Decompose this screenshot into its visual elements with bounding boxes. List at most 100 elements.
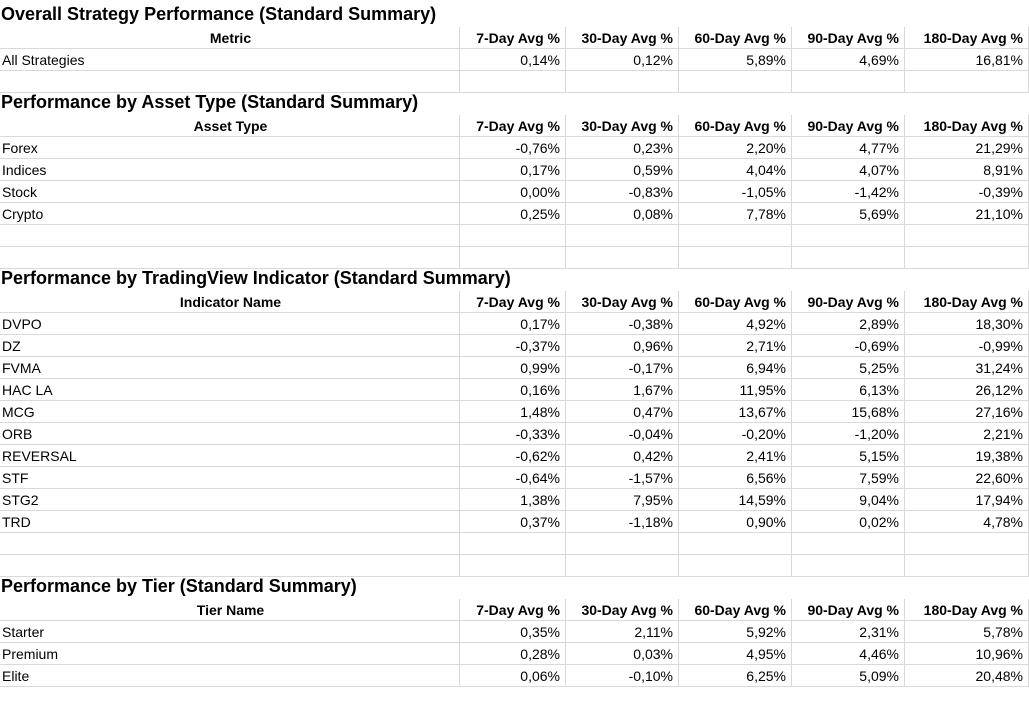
value-cell[interactable]: 9,04% [792,489,905,510]
row-name-cell[interactable]: ORB [0,423,460,444]
value-cell[interactable]: 0,99% [460,357,566,378]
empty-cell[interactable] [0,247,460,268]
value-cell[interactable]: 11,95% [679,379,792,400]
value-cell[interactable]: 17,94% [905,489,1029,510]
column-header-3[interactable]: 90-Day Avg % [792,291,905,312]
value-cell[interactable]: 2,31% [792,621,905,642]
value-cell[interactable]: 6,25% [679,665,792,686]
value-cell[interactable]: -0,62% [460,445,566,466]
value-cell[interactable]: 5,69% [792,203,905,224]
value-cell[interactable]: -1,05% [679,181,792,202]
value-cell[interactable]: -1,20% [792,423,905,444]
column-header-3[interactable]: 90-Day Avg % [792,27,905,48]
value-cell[interactable]: 0,17% [460,159,566,180]
empty-cell[interactable] [566,225,679,246]
empty-cell[interactable] [792,247,905,268]
value-cell[interactable]: 0,59% [566,159,679,180]
value-cell[interactable]: 7,78% [679,203,792,224]
column-header-0[interactable]: 7-Day Avg % [460,115,566,136]
value-cell[interactable]: 0,25% [460,203,566,224]
value-cell[interactable]: 0,06% [460,665,566,686]
value-cell[interactable]: 0,16% [460,379,566,400]
row-name-cell[interactable]: FVMA [0,357,460,378]
value-cell[interactable]: 2,21% [905,423,1029,444]
column-header-2[interactable]: 60-Day Avg % [679,291,792,312]
value-cell[interactable]: -0,83% [566,181,679,202]
column-header-3[interactable]: 90-Day Avg % [792,599,905,620]
value-cell[interactable]: 1,48% [460,401,566,422]
empty-cell[interactable] [905,555,1029,576]
value-cell[interactable]: 6,13% [792,379,905,400]
row-name-cell[interactable]: MCG [0,401,460,422]
value-cell[interactable]: 6,56% [679,467,792,488]
empty-cell[interactable] [679,225,792,246]
empty-cell[interactable] [792,225,905,246]
value-cell[interactable]: 6,94% [679,357,792,378]
column-header-2[interactable]: 60-Day Avg % [679,599,792,620]
column-header-3[interactable]: 90-Day Avg % [792,115,905,136]
value-cell[interactable]: 13,67% [679,401,792,422]
value-cell[interactable]: -1,42% [792,181,905,202]
value-cell[interactable]: 0,12% [566,49,679,70]
value-cell[interactable]: 27,16% [905,401,1029,422]
value-cell[interactable]: 18,30% [905,313,1029,334]
column-header-0[interactable]: 7-Day Avg % [460,291,566,312]
value-cell[interactable]: 2,71% [679,335,792,356]
value-cell[interactable]: -1,18% [566,511,679,532]
value-cell[interactable]: -0,33% [460,423,566,444]
value-cell[interactable]: 0,08% [566,203,679,224]
value-cell[interactable]: 0,90% [679,511,792,532]
value-cell[interactable]: 2,41% [679,445,792,466]
section-title[interactable]: Performance by Asset Type (Standard Summ… [1,92,419,112]
value-cell[interactable]: 4,95% [679,643,792,664]
value-cell[interactable]: 4,92% [679,313,792,334]
column-header-4[interactable]: 180-Day Avg % [905,115,1029,136]
value-cell[interactable]: 4,46% [792,643,905,664]
value-cell[interactable]: 4,77% [792,137,905,158]
row-name-cell[interactable]: STG2 [0,489,460,510]
value-cell[interactable]: 19,38% [905,445,1029,466]
value-cell[interactable]: 5,09% [792,665,905,686]
column-header-4[interactable]: 180-Day Avg % [905,27,1029,48]
row-name-cell[interactable]: Starter [0,621,460,642]
value-cell[interactable]: -0,20% [679,423,792,444]
value-cell[interactable]: 1,67% [566,379,679,400]
row-name-cell[interactable]: Indices [0,159,460,180]
value-cell[interactable]: -0,04% [566,423,679,444]
value-cell[interactable]: 5,92% [679,621,792,642]
column-header-2[interactable]: 60-Day Avg % [679,115,792,136]
empty-cell[interactable] [460,533,566,554]
value-cell[interactable]: 0,00% [460,181,566,202]
column-header-1[interactable]: 30-Day Avg % [566,291,679,312]
section-title[interactable]: Performance by Tier (Standard Summary) [1,576,357,596]
value-cell[interactable]: 0,03% [566,643,679,664]
column-header-0[interactable]: 7-Day Avg % [460,27,566,48]
value-cell[interactable]: 5,15% [792,445,905,466]
row-name-cell[interactable]: HAC LA [0,379,460,400]
section-title[interactable]: Performance by TradingView Indicator (St… [1,268,511,288]
value-cell[interactable]: -0,39% [905,181,1029,202]
value-cell[interactable]: 14,59% [679,489,792,510]
value-cell[interactable]: 16,81% [905,49,1029,70]
empty-cell[interactable] [905,225,1029,246]
empty-cell[interactable] [679,247,792,268]
row-name-cell[interactable]: REVERSAL [0,445,460,466]
value-cell[interactable]: 15,68% [792,401,905,422]
column-header-1[interactable]: 30-Day Avg % [566,599,679,620]
value-cell[interactable]: 4,04% [679,159,792,180]
value-cell[interactable]: -0,10% [566,665,679,686]
value-cell[interactable]: 22,60% [905,467,1029,488]
empty-cell[interactable] [792,555,905,576]
row-name-cell[interactable]: Elite [0,665,460,686]
row-name-cell[interactable]: Premium [0,643,460,664]
value-cell[interactable]: 0,47% [566,401,679,422]
column-header-1[interactable]: 30-Day Avg % [566,115,679,136]
value-cell[interactable]: -0,69% [792,335,905,356]
value-cell[interactable]: 5,89% [679,49,792,70]
column-header-name[interactable]: Indicator Name [0,291,460,312]
value-cell[interactable]: -0,99% [905,335,1029,356]
empty-cell[interactable] [460,247,566,268]
empty-cell[interactable] [792,533,905,554]
column-header-1[interactable]: 30-Day Avg % [566,27,679,48]
column-header-name[interactable]: Tier Name [0,599,460,620]
